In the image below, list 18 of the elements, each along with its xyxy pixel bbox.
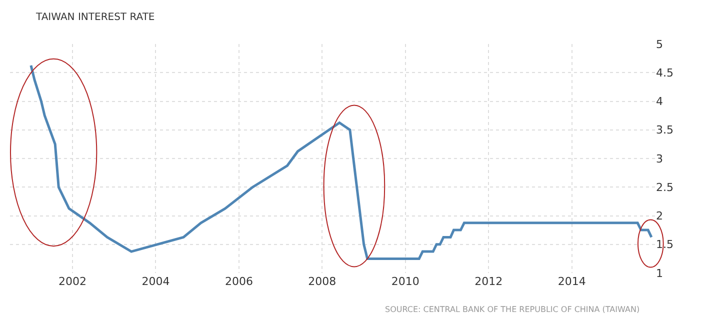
y-tick-label: 4.5 <box>656 66 674 80</box>
y-tick-label: 2 <box>656 210 663 223</box>
y-tick-label: 3.5 <box>656 124 674 137</box>
y-tick-label: 2.5 <box>656 180 674 194</box>
y-tick-label: 1 <box>656 266 663 280</box>
x-tick-label: 2006 <box>224 275 253 288</box>
x-tick-label: 2012 <box>474 275 503 288</box>
x-tick-label: 2014 <box>558 275 586 288</box>
y-tick-label: 4 <box>656 95 663 108</box>
source-note: SOURCE: CENTRAL BANK OF THE REPUBLIC OF CHINA (TAIWAN) <box>385 305 640 314</box>
line-series <box>30 64 653 260</box>
chart-title: TAIWAN INTEREST RATE <box>35 12 155 24</box>
x-tick-label: 2010 <box>391 275 420 288</box>
x-tick-label: 2002 <box>58 275 87 288</box>
x-tick-label: 2004 <box>142 275 170 288</box>
x-tick-label: 2008 <box>308 275 336 288</box>
y-tick-label: 5 <box>656 38 663 51</box>
y-tick-label: 3 <box>656 152 663 166</box>
